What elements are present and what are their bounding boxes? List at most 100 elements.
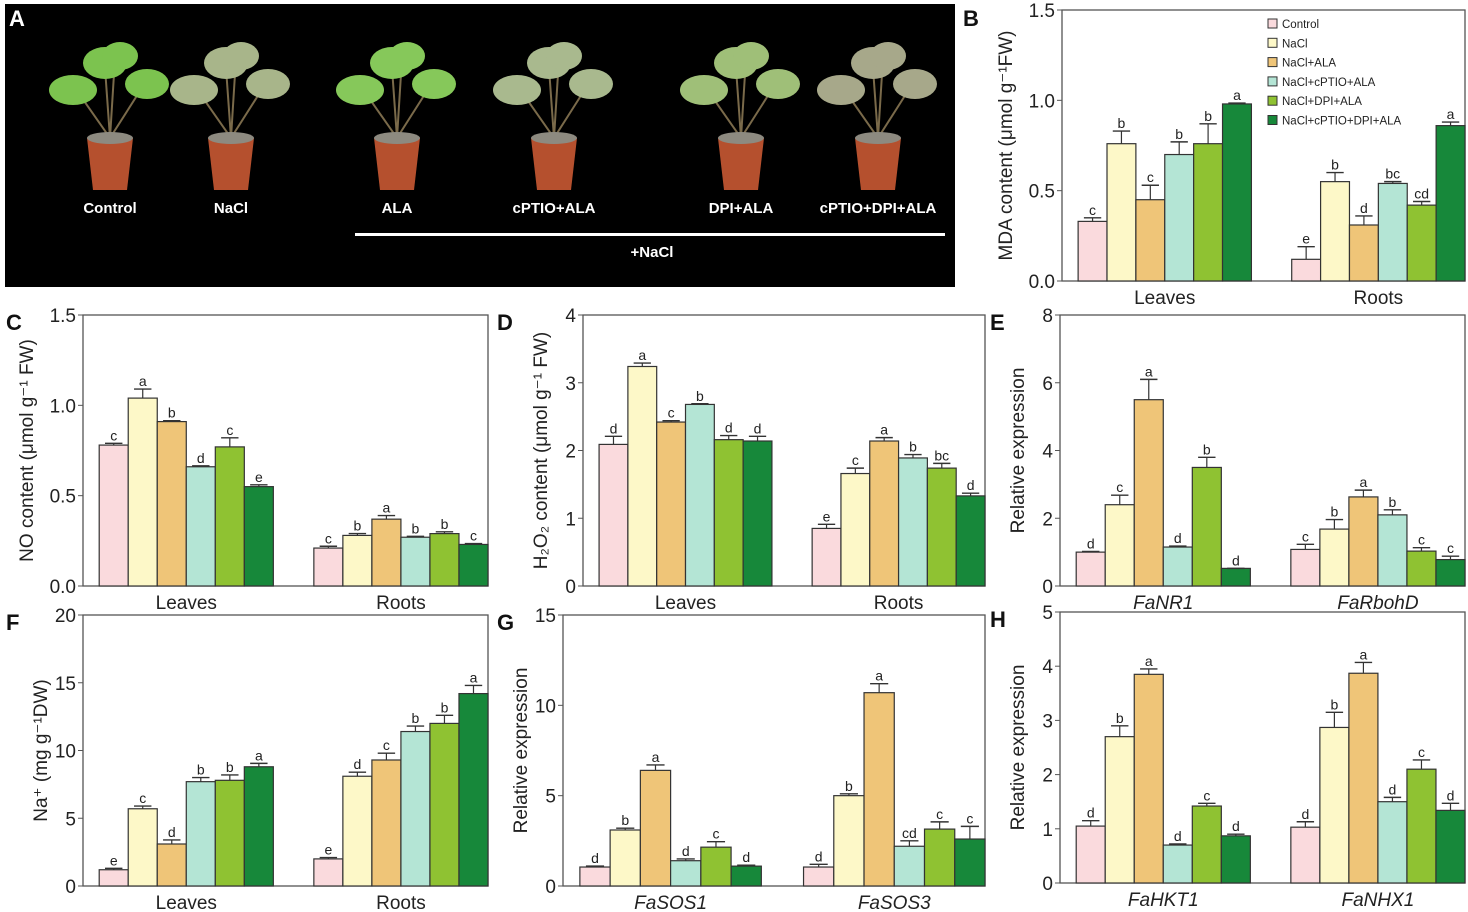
- bar: [1348, 672, 1379, 884]
- significance-letter: a: [139, 373, 147, 389]
- significance-letter: b: [412, 520, 420, 536]
- significance-letter: e: [110, 852, 118, 868]
- bar: [1075, 825, 1106, 884]
- y-tick-label: 2: [565, 442, 576, 463]
- strawberry-plant-image: [336, 42, 456, 190]
- bar: [127, 397, 158, 587]
- bar: [1290, 548, 1321, 587]
- significance-letter: d: [1360, 200, 1368, 216]
- significance-letter: a: [1360, 474, 1368, 490]
- significance-letter: b: [226, 759, 234, 775]
- significance-letter: b: [441, 699, 449, 715]
- plot-frame: [562, 614, 986, 887]
- panel-letter: C: [6, 310, 22, 335]
- significance-letter: d: [591, 850, 599, 866]
- strawberry-plant-image: [170, 42, 290, 190]
- significance-letter: b: [696, 388, 704, 404]
- bar: [371, 759, 402, 887]
- plot-frame: [82, 314, 489, 587]
- panel-letter: F: [6, 610, 19, 635]
- bar: [400, 536, 431, 587]
- bar: [156, 843, 187, 887]
- significance-letter: b: [1330, 504, 1338, 520]
- significance-letter: c: [936, 806, 943, 822]
- significance-letter: d: [754, 420, 762, 436]
- plot-frame: [1059, 611, 1466, 884]
- bar: [1191, 805, 1222, 884]
- y-tick-label: 0: [545, 877, 556, 898]
- significance-letter: b: [441, 516, 449, 532]
- bar: [869, 440, 900, 587]
- legend-swatch: [1267, 95, 1278, 106]
- significance-letter: a: [470, 669, 478, 685]
- bar: [1319, 726, 1350, 884]
- bar: [893, 845, 926, 887]
- bar: [1406, 550, 1437, 587]
- bar: [656, 421, 687, 587]
- bar: [713, 439, 744, 587]
- bar: [458, 692, 489, 887]
- y-tick-label: 10: [55, 742, 76, 763]
- bar: [863, 692, 895, 887]
- bar: [127, 808, 158, 887]
- bar: [811, 527, 842, 587]
- y-axis-label: MDA content (μmol g⁻¹FW): [996, 30, 1017, 260]
- y-tick-label: 0: [565, 577, 576, 598]
- y-axis-label: Relative expression: [1008, 665, 1029, 831]
- bar: [1104, 504, 1135, 587]
- panel-letter: E: [990, 310, 1005, 335]
- significance-letter: c: [1302, 528, 1309, 544]
- bar: [214, 446, 245, 587]
- significance-letter: c: [383, 737, 390, 753]
- bar: [1162, 546, 1193, 587]
- bar: [1319, 181, 1351, 282]
- panel-letter-a: A: [9, 6, 25, 31]
- bar: [429, 722, 460, 887]
- bar: [1220, 567, 1251, 587]
- significance-letter: b: [1389, 494, 1397, 510]
- bar: [1135, 199, 1166, 282]
- x-category-label: Leaves: [1134, 288, 1195, 309]
- bar: [214, 779, 245, 887]
- significance-letter: d: [353, 756, 361, 772]
- bar: [342, 534, 373, 587]
- y-tick-label: 2: [1042, 766, 1053, 787]
- bar: [955, 495, 986, 587]
- significance-letter: c: [1418, 744, 1425, 760]
- y-tick-label: 1: [565, 509, 576, 530]
- bar: [185, 466, 216, 587]
- bar: [1377, 182, 1408, 282]
- significance-letter: b: [1331, 157, 1339, 173]
- x-category-label: Roots: [376, 593, 426, 614]
- photo-label-dpi-ala: DPI+ALA: [708, 200, 774, 217]
- y-axis-label: Relative expression: [1008, 368, 1029, 534]
- bar: [1221, 103, 1253, 282]
- bar: [98, 444, 129, 587]
- photo-label-cptio-dpi-ala: cPTIO+DPI+ALA: [819, 200, 937, 217]
- legend-entry: NaCl: [1282, 38, 1308, 50]
- bar: [1319, 528, 1350, 587]
- significance-letter: c: [325, 530, 332, 546]
- y-tick-label: 5: [1042, 603, 1053, 624]
- photo-label-nacl: NaCl: [213, 200, 249, 217]
- bar: [598, 443, 629, 587]
- significance-letter: a: [383, 500, 391, 516]
- significance-letter: b: [197, 762, 205, 778]
- x-category-label: FaNHX1: [1341, 890, 1414, 911]
- nacl-group-line: [355, 233, 945, 236]
- significance-letter: c: [1116, 479, 1123, 495]
- significance-letter: d: [1174, 828, 1182, 844]
- y-tick-label: 4: [565, 306, 576, 327]
- strawberry-plant-image: [493, 42, 613, 190]
- y-tick-label: 8: [1042, 306, 1053, 327]
- bar: [670, 860, 702, 887]
- significance-letter: c: [1147, 169, 1154, 185]
- significance-letter: c: [1418, 532, 1425, 548]
- significance-letter: a: [1447, 106, 1455, 122]
- significance-letter: d: [682, 843, 690, 859]
- y-tick-label: 4: [1042, 657, 1053, 678]
- y-tick-label: 1.0: [50, 396, 76, 417]
- significance-letter: d: [1389, 781, 1397, 797]
- significance-letter: d: [1174, 530, 1182, 546]
- y-tick-label: 1: [1042, 820, 1053, 841]
